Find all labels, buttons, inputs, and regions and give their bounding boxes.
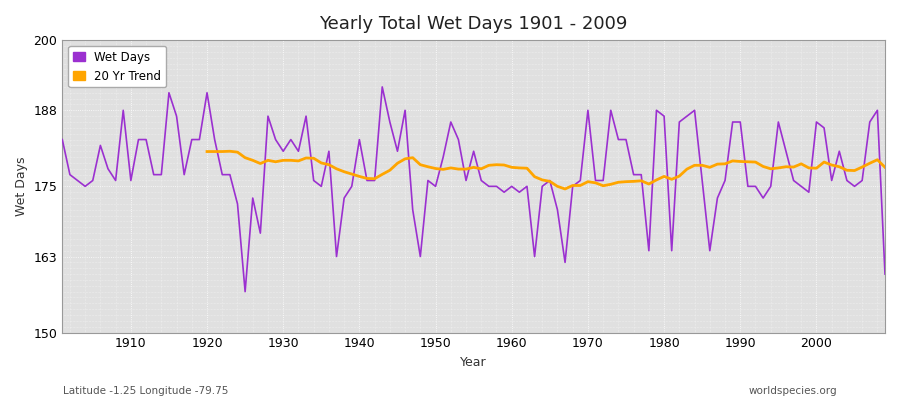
20 Yr Trend bbox=[879, 165, 890, 170]
20 Yr Trend bbox=[796, 162, 806, 166]
Line: 20 Yr Trend: 20 Yr Trend bbox=[207, 151, 885, 189]
Wet Days bbox=[522, 184, 533, 189]
20 Yr Trend bbox=[689, 163, 700, 168]
20 Yr Trend bbox=[560, 186, 571, 191]
20 Yr Trend bbox=[780, 164, 791, 169]
Text: worldspecies.org: worldspecies.org bbox=[749, 386, 837, 396]
X-axis label: Year: Year bbox=[460, 356, 487, 369]
20 Yr Trend bbox=[864, 161, 875, 166]
Wet Days bbox=[239, 289, 250, 294]
Line: Wet Days: Wet Days bbox=[62, 87, 885, 292]
Wet Days bbox=[879, 272, 890, 276]
Y-axis label: Wet Days: Wet Days bbox=[15, 156, 28, 216]
Wet Days bbox=[338, 196, 349, 200]
Wet Days bbox=[293, 149, 304, 154]
20 Yr Trend bbox=[301, 156, 311, 160]
Text: Latitude -1.25 Longitude -79.75: Latitude -1.25 Longitude -79.75 bbox=[63, 386, 229, 396]
Wet Days bbox=[514, 190, 525, 194]
20 Yr Trend bbox=[415, 162, 426, 167]
Wet Days bbox=[377, 84, 388, 89]
Legend: Wet Days, 20 Yr Trend: Wet Days, 20 Yr Trend bbox=[68, 46, 166, 87]
Wet Days bbox=[613, 137, 624, 142]
Wet Days bbox=[57, 137, 68, 142]
Wet Days bbox=[118, 108, 129, 113]
20 Yr Trend bbox=[202, 149, 212, 154]
20 Yr Trend bbox=[224, 149, 235, 154]
Title: Yearly Total Wet Days 1901 - 2009: Yearly Total Wet Days 1901 - 2009 bbox=[320, 15, 628, 33]
